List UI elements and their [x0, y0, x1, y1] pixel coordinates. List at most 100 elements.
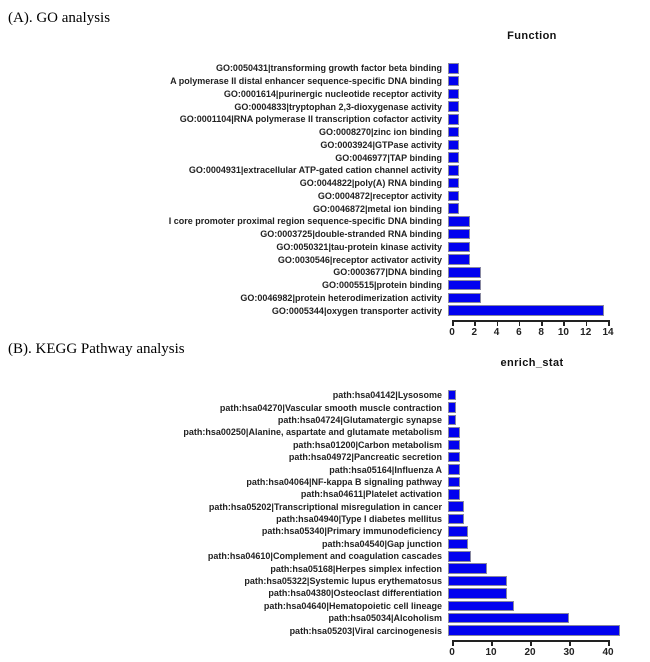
- category-label: GO:0001614|purinergic nucleotide recepto…: [223, 88, 442, 99]
- bar: [448, 464, 460, 475]
- chart-row: path:hsa04610|Complement and coagulation…: [0, 550, 650, 562]
- bar: [448, 88, 460, 100]
- category-label: path:hsa05164|Influenza A: [329, 464, 442, 475]
- bar: [448, 389, 456, 401]
- bar-track: [448, 190, 650, 202]
- x-axis-line: [452, 320, 610, 322]
- chart-row: path:hsa05203|Viral carcinogenesis: [0, 624, 650, 636]
- bar: [448, 513, 464, 525]
- category-label: path:hsa04380|Osteoclast differentiation: [268, 588, 442, 599]
- chart-row: I core promoter proximal region sequence…: [0, 215, 650, 228]
- bar-track: [448, 305, 650, 316]
- chart-row: path:hsa04142|Lysosome: [0, 389, 650, 401]
- chart-row: path:hsa05168|Herpes simplex infection: [0, 562, 650, 574]
- chart-row: path:hsa04940|Type I diabetes mellitus: [0, 513, 650, 525]
- category-label: GO:0005515|protein binding: [321, 280, 442, 291]
- bar: [448, 203, 460, 214]
- category-label: GO:0050431|transforming growth factor be…: [215, 63, 442, 74]
- category-label: path:hsa05322|Systemic lupus erythematos…: [244, 576, 442, 587]
- chart-row: A polymerase II distal enhancer sequence…: [0, 75, 650, 88]
- chart-row: GO:0046982|protein heterodimerization ac…: [0, 292, 650, 305]
- chart-row: GO:0050431|transforming growth factor be…: [0, 62, 650, 75]
- chart-row: GO:0003725|double-stranded RNA binding: [0, 228, 650, 241]
- bar: [448, 216, 471, 227]
- x-axis-tick-label: 2: [471, 327, 478, 338]
- bar: [448, 228, 471, 240]
- bar: [448, 101, 460, 112]
- bar: [448, 612, 569, 624]
- bar: [448, 476, 460, 488]
- category-label: path:hsa04064|NF-kappa B signaling pathw…: [246, 476, 442, 487]
- x-axis-tick-mark: [608, 641, 610, 646]
- x-axis-tick-label: 12: [580, 327, 592, 338]
- bar: [448, 489, 460, 500]
- x-axis-tick-mark: [563, 322, 565, 326]
- bar-track: [448, 513, 650, 525]
- category-label: GO:0046982|protein heterodimerization ac…: [240, 292, 442, 303]
- chart-row: path:hsa05034|Alcoholism: [0, 612, 650, 624]
- bar: [448, 241, 471, 253]
- x-axis-tick-label: 40: [602, 646, 614, 658]
- bar: [448, 501, 464, 512]
- bar-track: [448, 75, 650, 87]
- category-label: GO:0001104|RNA polymerase II transcripti…: [179, 114, 442, 125]
- category-label: path:hsa04640|Hematopoietic cell lineage: [263, 600, 442, 611]
- bar-track: [448, 489, 650, 500]
- category-label: GO:0050321|tau-protein kinase activity: [276, 241, 442, 252]
- bar: [448, 267, 482, 278]
- chart-row: path:hsa04064|NF-kappa B signaling pathw…: [0, 476, 650, 488]
- chart-row: GO:0008270|zinc ion binding: [0, 126, 650, 139]
- bar-track: [448, 228, 650, 240]
- x-axis: 0 2 4 6 8 10 12 14: [449, 320, 650, 342]
- category-label: path:hsa01200|Carbon metabolism: [292, 439, 442, 450]
- category-label: GO:0046977|TAP binding: [335, 152, 442, 163]
- bar-track: [448, 588, 650, 599]
- bar-track: [448, 526, 650, 537]
- chart-rows: path:hsa04142|Lysosome path:hsa04270|Vasc…: [0, 389, 650, 637]
- chart-row: GO:0003924|GTPase activity: [0, 139, 650, 152]
- category-label: path:hsa04270|Vascular smooth muscle con…: [219, 402, 442, 413]
- bar-track: [448, 538, 650, 550]
- bar: [448, 126, 460, 138]
- x-axis-tick-mark: [452, 322, 454, 326]
- bar-track: [448, 114, 650, 125]
- x-axis-tick-label: 4: [493, 327, 500, 338]
- category-label: path:hsa05202|Transcriptional misregulat…: [208, 501, 442, 512]
- bar-track: [448, 267, 650, 278]
- bar: [448, 451, 460, 463]
- bar: [448, 292, 482, 304]
- bar-track: [448, 551, 650, 562]
- category-label: path:hsa05203|Viral carcinogenesis: [289, 625, 442, 636]
- bar-track: [448, 165, 650, 176]
- x-axis-tick-mark: [541, 322, 543, 326]
- chart-row: GO:0001614|purinergic nucleotide recepto…: [0, 88, 650, 101]
- bar-track: [448, 402, 650, 413]
- category-label: GO:0030546|receptor activator activity: [277, 254, 442, 265]
- bar: [448, 165, 460, 176]
- bar-track: [448, 451, 650, 463]
- chart-row: path:hsa04724|Glutamatergic synapse: [0, 414, 650, 426]
- category-label: GO:0004872|receptor activity: [317, 190, 442, 201]
- bar: [448, 75, 460, 87]
- chart-row: path:hsa04380|Osteoclast differentiation: [0, 587, 650, 599]
- x-axis-tick-mark: [452, 641, 454, 646]
- bar: [448, 254, 471, 265]
- category-label: path:hsa04940|Type I diabetes mellitus: [276, 514, 442, 525]
- bar-track: [448, 177, 650, 189]
- chart-title: Function: [507, 30, 557, 42]
- x-axis-tick-mark: [608, 322, 610, 326]
- bar-track: [448, 101, 650, 112]
- bar-track: [448, 501, 650, 512]
- bar-track: [448, 600, 650, 612]
- chart-row: GO:0030546|receptor activator activity: [0, 253, 650, 266]
- category-label: path:hsa04724|Glutamatergic synapse: [277, 414, 442, 425]
- bar-track: [448, 254, 650, 265]
- bar-track: [448, 292, 650, 304]
- bar-track: [448, 625, 650, 636]
- chart-row: GO:0005515|protein binding: [0, 279, 650, 292]
- bar-track: [448, 476, 650, 488]
- chart-row: path:hsa04611|Platelet activation: [0, 488, 650, 500]
- category-label: GO:0004931|extracellular ATP-gated catio…: [188, 165, 442, 176]
- category-label: GO:0046872|metal ion binding: [312, 203, 442, 214]
- bar-track: [448, 575, 650, 587]
